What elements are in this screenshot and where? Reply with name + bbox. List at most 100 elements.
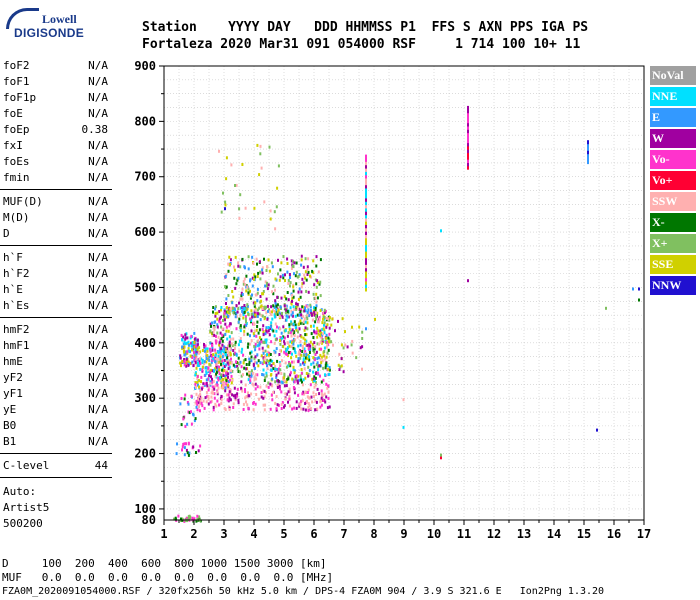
echo-point <box>300 335 303 339</box>
echo-point <box>188 411 191 415</box>
echo-point <box>224 347 227 351</box>
echo-point <box>295 270 298 274</box>
echo-point <box>338 368 341 371</box>
echo-point <box>260 340 263 344</box>
echo-point <box>186 516 188 520</box>
echo-point <box>291 299 293 303</box>
echo-point <box>208 374 211 378</box>
echo-point <box>262 396 265 400</box>
echo-point <box>204 347 207 351</box>
echo-point <box>191 344 194 348</box>
echo-point <box>316 361 319 365</box>
echo-point <box>262 292 265 296</box>
echo-point <box>328 316 331 320</box>
echo-point <box>262 403 265 407</box>
echo-point <box>295 302 298 306</box>
echo-point <box>241 309 244 313</box>
echo-point <box>283 304 286 308</box>
echo-point <box>240 386 243 390</box>
echo-point <box>319 294 322 298</box>
echo-point <box>241 389 244 393</box>
echo-point <box>259 277 262 281</box>
echo-point <box>276 359 279 363</box>
echo-point <box>239 324 242 328</box>
echo-point <box>179 402 182 406</box>
echo-point <box>316 407 319 411</box>
echo-point <box>180 397 183 400</box>
echo-point <box>313 395 315 398</box>
echo-point <box>361 345 364 349</box>
param-name: yE <box>3 403 17 416</box>
echo-point <box>274 322 277 326</box>
param-row: M(D) N/A <box>0 210 112 226</box>
echo-point <box>319 340 322 344</box>
echo-point <box>277 272 279 276</box>
echo-point <box>266 287 269 291</box>
echo-point <box>240 294 243 298</box>
echo-point <box>230 307 232 311</box>
echo-point <box>256 320 259 324</box>
echo-point <box>209 382 212 386</box>
echo-point <box>275 375 278 379</box>
echo-point <box>220 306 223 309</box>
echo-point <box>308 314 311 318</box>
echo-point <box>245 323 248 327</box>
y-tick-label: 300 <box>134 391 156 405</box>
echo-point <box>240 380 243 384</box>
echo-point <box>246 303 249 307</box>
echo-point <box>214 348 217 352</box>
echo-point <box>277 403 280 407</box>
echo-point <box>306 391 309 394</box>
echo-point <box>318 347 321 351</box>
echo-point <box>320 361 323 365</box>
echo-point <box>311 342 314 346</box>
echo-point <box>304 408 307 412</box>
echo-point <box>269 353 272 356</box>
echo-point <box>303 273 306 277</box>
param-value: N/A <box>88 59 108 72</box>
echo-point <box>177 514 180 518</box>
echo-point <box>258 312 261 316</box>
echo-point <box>326 386 329 390</box>
echo-point <box>300 290 303 294</box>
echo-point <box>228 390 231 394</box>
echo-point <box>282 276 285 280</box>
echo-point <box>290 320 293 324</box>
legend-item-x-: X+ <box>650 234 696 253</box>
echo-point <box>242 408 245 411</box>
echo-point <box>192 445 195 449</box>
echo-point <box>270 364 273 368</box>
echo-point <box>262 324 265 328</box>
echo-point <box>286 291 289 294</box>
echo-point <box>239 306 242 310</box>
echo-point <box>173 517 176 521</box>
echo-point <box>249 296 252 300</box>
echo-point <box>328 318 331 322</box>
echo-point <box>230 163 233 167</box>
echo-point <box>304 390 307 394</box>
echo-point <box>303 342 306 346</box>
echo-point <box>314 320 317 324</box>
echo-point <box>587 160 589 165</box>
echo-point <box>266 317 269 321</box>
echo-point <box>326 323 329 327</box>
echo-point <box>365 244 367 249</box>
echo-point <box>183 397 186 401</box>
echo-point <box>298 307 301 311</box>
echo-point <box>605 306 607 310</box>
echo-point <box>279 362 282 366</box>
scaled-parameters-panel: foF2 N/A foF1 N/A foF1p N/A foE N/A foEp 0.38 fxI N… <box>0 58 112 532</box>
echo-point <box>299 343 302 347</box>
param-row: yE N/A <box>0 402 112 418</box>
echo-point <box>303 392 306 396</box>
echo-point <box>286 310 289 314</box>
echo-point <box>252 362 255 366</box>
echo-point <box>323 321 326 325</box>
echo-point <box>225 325 228 329</box>
echo-point <box>249 380 252 384</box>
echo-point <box>325 325 328 329</box>
param-separator <box>0 189 112 190</box>
echo-point <box>197 449 200 453</box>
echo-point <box>215 372 218 376</box>
echo-point <box>294 323 297 327</box>
